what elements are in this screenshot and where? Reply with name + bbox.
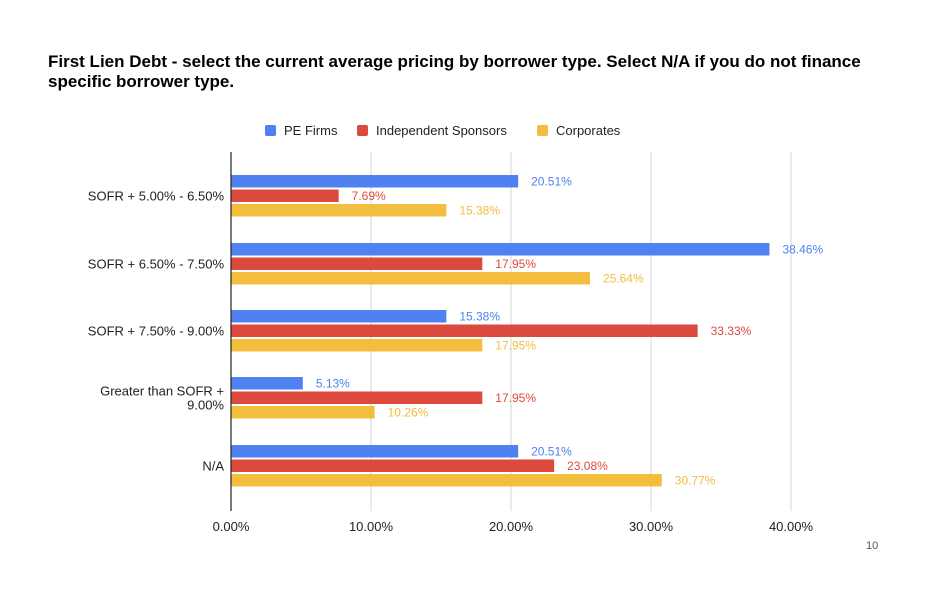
data-label: 25.64%: [603, 271, 644, 285]
bar: [231, 243, 770, 256]
x-tick-label: 30.00%: [629, 519, 674, 534]
category-label: Greater than SOFR +: [100, 383, 224, 398]
bar: [231, 257, 483, 270]
category-label: SOFR + 7.50% - 9.00%: [88, 323, 225, 338]
category-label: SOFR + 5.00% - 6.50%: [88, 188, 225, 203]
bar: [231, 310, 447, 323]
chart-legend: PE Firms Independent Sponsors Corporates: [0, 121, 938, 139]
legend-swatch: [357, 124, 368, 136]
data-label: 15.38%: [459, 309, 500, 323]
legend-label: Corporates: [556, 122, 621, 138]
data-label: 10.26%: [388, 405, 429, 419]
category-label: N/A: [202, 458, 224, 473]
data-label: 17.95%: [495, 257, 536, 271]
bar: [231, 204, 447, 217]
data-label: 20.51%: [531, 174, 572, 188]
bar: [231, 339, 483, 352]
bar: [231, 391, 483, 404]
data-label: 7.69%: [352, 189, 386, 203]
legend-swatch: [265, 124, 276, 136]
bar: [231, 189, 339, 202]
data-label: 15.38%: [459, 203, 500, 217]
bar: [231, 406, 375, 419]
category-label: SOFR + 6.50% - 7.50%: [88, 256, 225, 271]
data-label: 38.46%: [782, 242, 823, 256]
data-label: 30.77%: [675, 473, 716, 487]
bar: [231, 459, 555, 472]
bar: [231, 324, 698, 337]
x-tick-label: 40.00%: [769, 519, 814, 534]
bar: [231, 272, 590, 285]
x-tick-label: 10.00%: [349, 519, 394, 534]
legend-item: Corporates: [537, 121, 620, 139]
data-label: 20.51%: [531, 444, 572, 458]
legend-label: PE Firms: [284, 122, 338, 138]
data-label: 17.95%: [495, 391, 536, 405]
x-tick-label: 0.00%: [213, 519, 250, 534]
chart-title: First Lien Debt - select the current ave…: [48, 52, 861, 91]
data-label: 23.08%: [567, 459, 608, 473]
data-label: 5.13%: [316, 376, 350, 390]
bar: [231, 377, 303, 390]
legend-item: PE Firms: [265, 121, 337, 139]
category-label: 9.00%: [187, 397, 224, 412]
bar: [231, 474, 662, 487]
legend-swatch: [537, 124, 548, 136]
bar: [231, 445, 519, 458]
data-label: 17.95%: [495, 338, 536, 352]
x-tick-label: 20.00%: [489, 519, 534, 534]
page-number: 10: [866, 540, 879, 552]
data-label: 33.33%: [711, 324, 752, 338]
legend-label: Independent Sponsors: [376, 122, 507, 138]
legend-item: Independent Sponsors: [357, 121, 507, 139]
bar: [231, 175, 519, 188]
